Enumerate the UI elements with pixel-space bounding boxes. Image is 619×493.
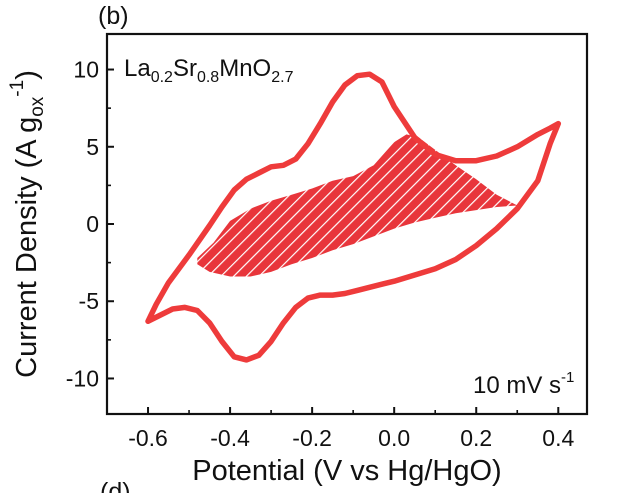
compound-mno-sub: 2.7 <box>271 69 293 86</box>
y-axis-title: Current Density (A gox-1) <box>7 70 48 378</box>
x-axis-title: Potential (V vs Hg/HgO) <box>192 455 501 487</box>
y-tick-label: 10 <box>73 57 99 83</box>
ticks <box>106 68 560 414</box>
x-tick-label: -0.6 <box>128 425 168 451</box>
scan-rate-text: 10 mV s <box>473 372 561 399</box>
x-tick-label: -0.4 <box>210 425 250 451</box>
y-axis-title-close: ) <box>11 70 43 80</box>
compound-mno: MnO <box>219 55 271 82</box>
scan-rate-sup: -1 <box>561 369 574 386</box>
compound-sr-sub: 0.8 <box>197 69 219 86</box>
compound-label: La0.2Sr0.8MnO2.7 <box>124 55 294 86</box>
panel-label-b: (b) <box>98 2 129 30</box>
compound-la-sub: 0.2 <box>151 69 173 86</box>
x-tick-label: 0.0 <box>378 425 410 451</box>
y-axis-title-sub: ox <box>27 96 48 117</box>
x-tick-label: 0.4 <box>542 425 574 451</box>
y-tick-label: -10 <box>66 365 99 391</box>
y-tick-label: 5 <box>86 134 99 160</box>
compound-sr: Sr <box>173 55 197 82</box>
y-tick-label: -5 <box>79 288 99 314</box>
y-tick-label: 0 <box>86 211 99 237</box>
compound-la: La <box>124 55 151 82</box>
y-axis-title-sup: -1 <box>7 80 28 97</box>
y-axis-title-main: Current Density (A g <box>11 117 43 378</box>
cv-curve-line <box>145 71 562 363</box>
scan-rate-label: 10 mV s-1 <box>473 369 574 399</box>
panel-label-d: (d) <box>100 478 131 493</box>
x-tick-label: -0.2 <box>292 425 332 451</box>
x-tick-label: 0.2 <box>460 425 492 451</box>
tick-labels: -0.6 -0.4 -0.2 0.0 0.2 0.4 -10 -5 0 5 10 <box>66 57 575 451</box>
hatched-region <box>197 134 518 277</box>
